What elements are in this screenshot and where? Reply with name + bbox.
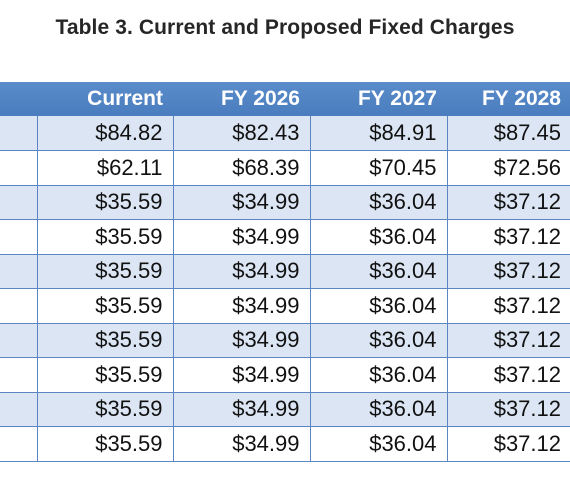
cell-current: $35.59 [37,392,174,427]
cell-fy-2026: $68.39 [173,150,311,186]
table-row: $35.59 $34.99 $36.04 $37.12 [0,185,570,220]
cell-current: $35.59 [37,357,174,393]
cell-fy-2028: $37.12 [447,219,570,255]
row-label-cell [0,288,38,324]
cell-fy-2026: $34.99 [173,392,311,427]
cell-current: $35.59 [37,288,174,324]
cell-fy-2028: $87.45 [447,116,570,151]
cell-fy-2028: $37.12 [447,254,570,289]
cell-current: $35.59 [37,254,174,289]
cell-fy-2027: $36.04 [310,357,448,393]
cell-fy-2028: $37.12 [447,323,570,358]
table-title: Table 3. Current and Proposed Fixed Char… [55,16,515,39]
cell-fy-2028: $37.12 [447,357,570,393]
cell-fy-2027: $36.04 [310,426,448,462]
cell-current: $84.82 [37,116,174,151]
cell-current: $35.59 [37,185,174,220]
header-cell-blank [0,82,37,116]
cell-fy-2027: $36.04 [310,219,448,255]
table-row: $84.82 $82.43 $84.91 $87.45 [0,116,570,151]
row-label-cell [0,150,38,186]
row-label-cell [0,392,38,427]
fixed-charges-table: Current FY 2026 FY 2027 FY 2028 $84.82 $8… [0,82,570,462]
row-label-cell [0,323,38,358]
cell-current: $62.11 [37,150,174,186]
table-body: $84.82 $82.43 $84.91 $87.45 $62.11 $68.39 $70.… [0,116,570,462]
table-header-row: Current FY 2026 FY 2027 FY 2028 [0,82,570,116]
cell-fy-2026: $34.99 [173,357,311,393]
cell-fy-2026: $34.99 [173,288,311,324]
table-row: $62.11 $68.39 $70.45 $72.56 [0,150,570,186]
cell-fy-2028: $37.12 [447,426,570,462]
cell-fy-2028: $37.12 [447,185,570,220]
cell-fy-2026: $34.99 [173,426,311,462]
cell-fy-2027: $36.04 [310,392,448,427]
row-label-cell [0,185,38,220]
header-fy-2027: FY 2027 [357,87,437,110]
row-label-cell [0,254,38,289]
cell-fy-2027: $36.04 [310,323,448,358]
header-current: Current [87,87,163,110]
row-label-cell [0,219,38,255]
cell-fy-2028: $37.12 [447,392,570,427]
header-fy-2026: FY 2026 [220,87,300,110]
cell-fy-2026: $34.99 [173,185,311,220]
table-row: $35.59 $34.99 $36.04 $37.12 [0,254,570,289]
cell-current: $35.59 [37,219,174,255]
header-fy-2028: FY 2028 [481,87,561,110]
cell-fy-2026: $34.99 [173,323,311,358]
row-label-cell [0,116,38,151]
cell-fy-2026: $34.99 [173,219,311,255]
table-row: $35.59 $34.99 $36.04 $37.12 [0,288,570,324]
table-row: $35.59 $34.99 $36.04 $37.12 [0,323,570,358]
cell-fy-2026: $82.43 [173,116,311,151]
row-label-cell [0,357,38,393]
cell-fy-2027: $36.04 [310,254,448,289]
table-row: $35.59 $34.99 $36.04 $37.12 [0,219,570,255]
cell-fy-2026: $34.99 [173,254,311,289]
cell-current: $35.59 [37,426,174,462]
table-row: $35.59 $34.99 $36.04 $37.12 [0,392,570,427]
cell-fy-2027: $84.91 [310,116,448,151]
row-label-cell [0,426,38,462]
cell-fy-2028: $37.12 [447,288,570,324]
table-row: $35.59 $34.99 $36.04 $37.12 [0,426,570,462]
cell-fy-2028: $72.56 [447,150,570,186]
cell-fy-2027: $70.45 [310,150,448,186]
cell-current: $35.59 [37,323,174,358]
cell-fy-2027: $36.04 [310,185,448,220]
table-row: $35.59 $34.99 $36.04 $37.12 [0,357,570,393]
cell-fy-2027: $36.04 [310,288,448,324]
